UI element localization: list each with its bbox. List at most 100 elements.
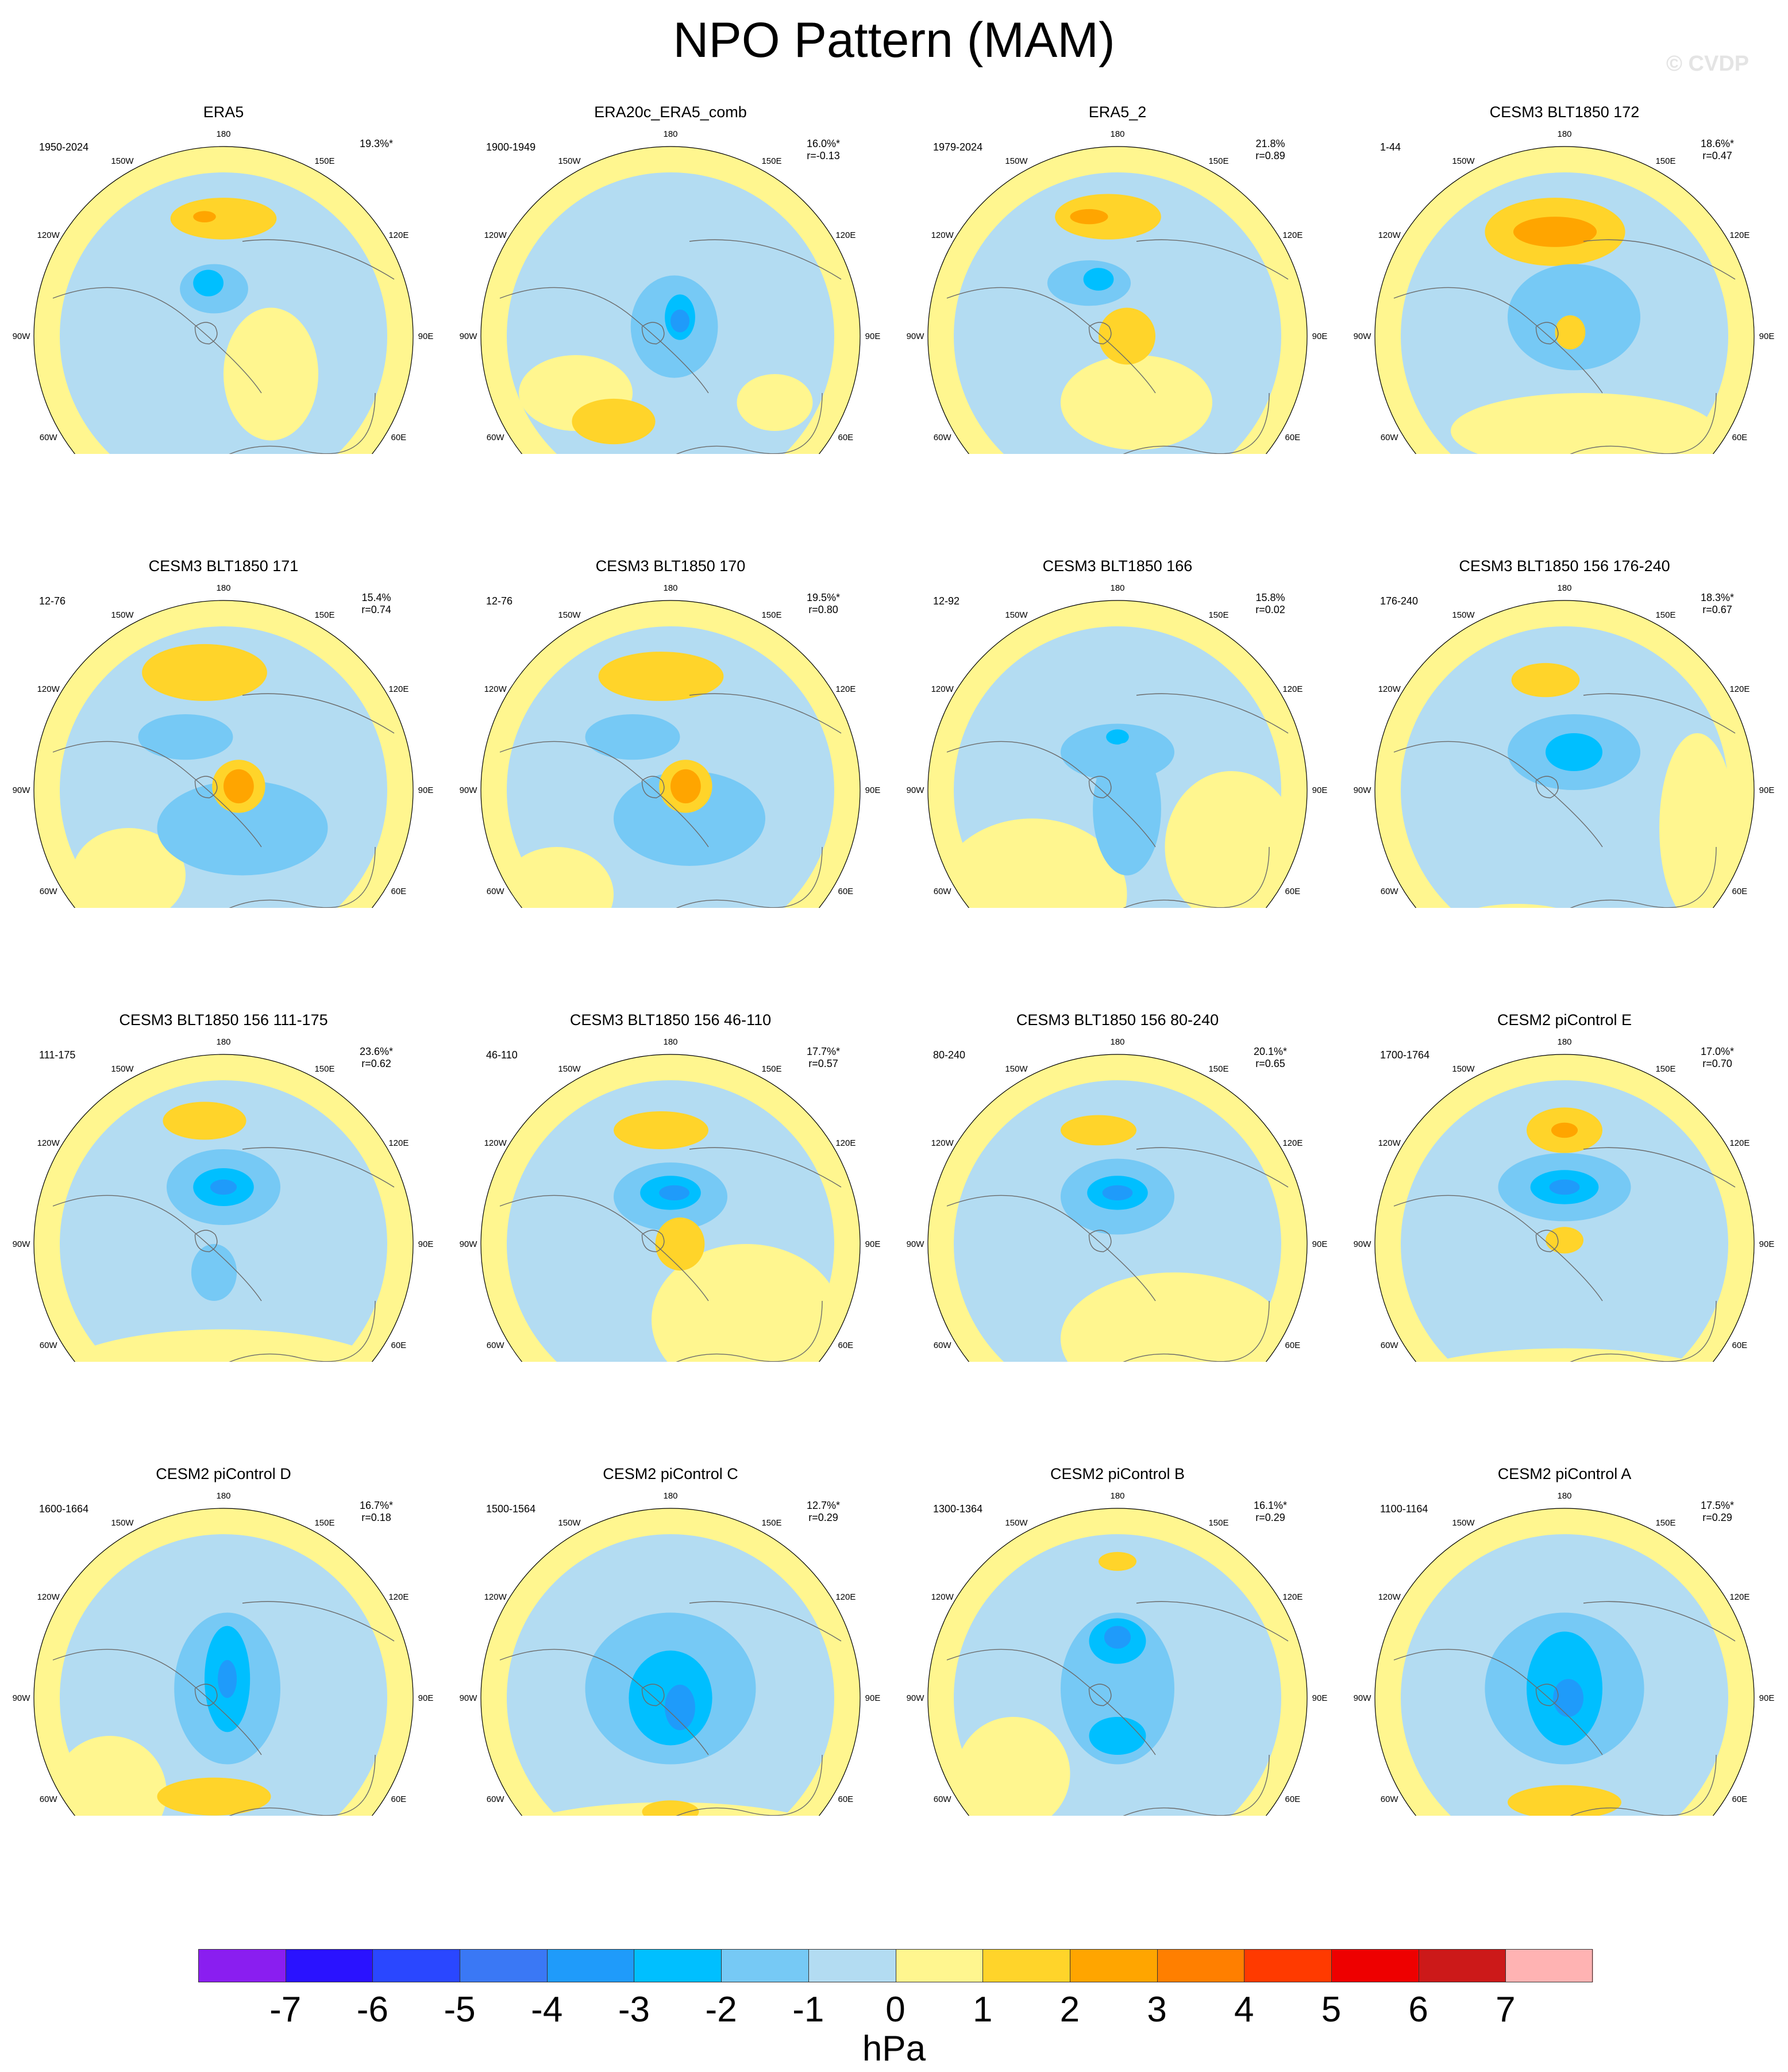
coastline (946, 1195, 1156, 1301)
longitude-label: 90E (418, 785, 434, 795)
longitude-label: 90E (1312, 1239, 1328, 1249)
map-panel: 180150E120E90E60E30E030W60W90W120W150WCE… (447, 454, 894, 908)
longitude-label: 60W (487, 433, 505, 442)
longitude-label: 180 (1557, 129, 1571, 139)
longitude-label: 90E (865, 1239, 881, 1249)
longitude-label: 120E (835, 684, 856, 694)
anomaly-contour-neg4 (1102, 1185, 1133, 1201)
longitude-label: 90W (907, 1239, 925, 1249)
longitude-label: 60E (838, 1794, 853, 1804)
map-boundary (480, 600, 861, 908)
panel-title: CESM3 BLT1850 156 111-175 (119, 1011, 328, 1029)
coastline (194, 776, 218, 799)
longitude-label: 150W (558, 1518, 581, 1528)
coastline (689, 239, 842, 280)
panel-variance-explained: 23.6%* (359, 1046, 394, 1057)
longitude-label: 90W (13, 785, 31, 795)
coastline (194, 1684, 218, 1707)
polar-map: 180150E120E90E60E30E030W60W90W120W150W (1354, 1491, 1774, 1816)
panel-pattern-correlation: r=0.62 (361, 1058, 391, 1069)
colorbar-tick-label: -6 (356, 1990, 388, 2029)
panel-title: CESM2 piControl C (603, 1465, 738, 1482)
longitude-label: 120W (37, 684, 60, 694)
longitude-label: 150W (1005, 610, 1028, 620)
map-panel: 180150E120E90E60E30E030W60W90W120W150WCE… (0, 1362, 447, 1816)
coastline (1088, 776, 1112, 799)
longitude-label: 60E (1285, 433, 1300, 442)
anomaly-contour-pos2 (1061, 1115, 1136, 1146)
longitude-label: 150E (314, 610, 334, 620)
coastline (946, 1649, 1156, 1755)
coastline (613, 1300, 823, 1362)
longitude-label: 120E (835, 230, 856, 240)
coastline (641, 322, 665, 345)
panel-period: 1100-1164 (1380, 1503, 1428, 1515)
longitude-label: 90W (1354, 1239, 1372, 1249)
longitude-label: 150W (111, 156, 134, 166)
longitude-label: 60W (1381, 1341, 1399, 1350)
coastline (52, 1649, 262, 1755)
longitude-label: 60E (1732, 1794, 1747, 1804)
coastline (1060, 392, 1270, 454)
longitude-label: 60E (1732, 433, 1747, 442)
watermark: © CVDP (1666, 52, 1750, 76)
coastline (242, 1147, 395, 1188)
coastline (1583, 1147, 1736, 1188)
colorbar-swatch (982, 1949, 1070, 1982)
colorbar-swatch (546, 1949, 635, 1982)
anomaly-contour-land (1451, 393, 1716, 454)
longitude-label: 90W (460, 1239, 478, 1249)
longitude-label: 90E (865, 785, 881, 795)
coastline (1507, 846, 1717, 908)
colorbar-swatch (460, 1949, 548, 1982)
longitude-label: 60E (391, 1794, 406, 1804)
coastline (166, 1754, 376, 1816)
coastline (1583, 693, 1736, 734)
coastline (1393, 287, 1603, 394)
longitude-label: 150E (1655, 1518, 1675, 1528)
longitude-label: 120E (1282, 230, 1303, 240)
coastline (946, 741, 1156, 848)
map-boundary (927, 1054, 1308, 1362)
anomaly-contour-neg3 (1546, 733, 1602, 771)
panel-variance-explained: 17.7%* (806, 1046, 841, 1057)
longitude-label: 150E (1208, 156, 1228, 166)
longitude-label: 120W (931, 1138, 954, 1148)
longitude-label: 180 (1557, 1491, 1571, 1501)
longitude-label: 90W (460, 785, 478, 795)
longitude-label: 120E (388, 684, 409, 694)
longitude-label: 120E (1282, 1138, 1303, 1148)
longitude-label: 120E (835, 1138, 856, 1148)
longitude-label: 150W (1452, 610, 1475, 620)
coastline (499, 1195, 709, 1301)
panel-period: 12-92 (933, 595, 960, 607)
map-boundary (33, 146, 414, 454)
panel-variance-explained: 18.3%* (1700, 592, 1735, 603)
coastline (194, 1230, 218, 1253)
panel-period: 80-240 (933, 1049, 966, 1061)
longitude-label: 120E (388, 1138, 409, 1148)
anomaly-contour-neg4 (210, 1179, 237, 1195)
longitude-label: 60W (934, 433, 952, 442)
anomaly-contour-land (1165, 771, 1298, 908)
polar-map: 180150E120E90E60E30E030W60W90W120W150W (1354, 1037, 1774, 1362)
panel-title: CESM3 BLT1850 166 (1042, 557, 1193, 575)
map-boundary (480, 1054, 861, 1362)
longitude-label: 150E (314, 1064, 334, 1074)
panel-pattern-correlation: r=0.67 (1702, 604, 1732, 615)
anomaly-contour-pos2 (142, 644, 267, 701)
map-panel: 180150E120E90E60E30E030W60W90W120W150WER… (0, 0, 447, 454)
panel-title: CESM2 piControl D (156, 1465, 291, 1482)
map-panel: 180150E120E90E60E30E030W60W90W120W150WCE… (894, 908, 1341, 1362)
map-panel: 180150E120E90E60E30E030W60W90W120W150WCE… (1341, 1362, 1788, 1816)
panel-period: 176-240 (1380, 595, 1419, 607)
longitude-label: 60E (1732, 1341, 1747, 1350)
coastline (242, 1601, 395, 1642)
longitude-label: 120E (1282, 1592, 1303, 1602)
coastline (1535, 776, 1559, 799)
longitude-label: 120E (1282, 684, 1303, 694)
panel-pattern-correlation: r=0.47 (1702, 150, 1732, 161)
map-panel: 180150E120E90E60E30E030W60W90W120W150WER… (447, 0, 894, 454)
map-boundary (1374, 600, 1755, 908)
polar-map: 180150E120E90E60E30E030W60W90W120W150W (907, 1491, 1327, 1816)
